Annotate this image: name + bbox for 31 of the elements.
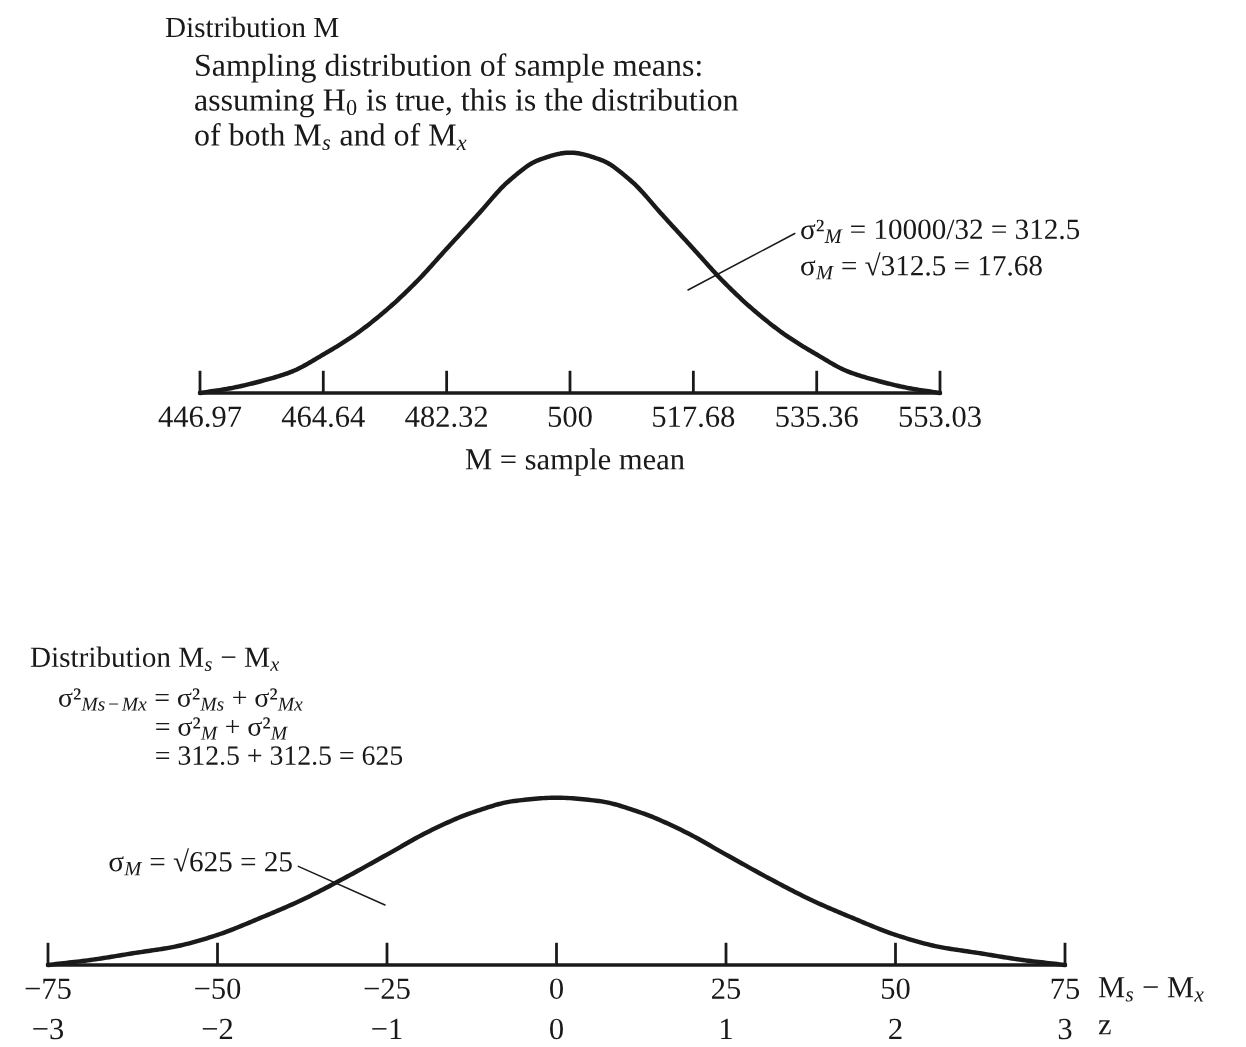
text: Sampling distribution of sample means: assuming H$_{0}$ is true, this is the distribution of both M$_{s}$ and of M$_{x}$ [195,53,739,151]
annotation: σ$_{M}$ = √625 = 25 [109,848,292,876]
x2-tick-label: 3 [1058,1018,1072,1040]
x2-tick-label: −3 [33,1018,64,1040]
chart-title: Distribution M [165,16,339,38]
x2-tick-label: −2 [202,1018,233,1039]
x-tick-label: 535.36 [776,406,858,428]
text: σ²$_{Ms−Mx}$ = σ²$_{Ms}$ + σ²$_{Mx}$ = σ²$_{M}$ + σ²$_{M}$ = 312.5 + 312.5 = 625 [59,688,403,766]
x-tick-label: 500 [548,406,592,427]
x-tick-label: 25 [712,978,741,999]
x-tick-label: 0 [550,978,563,999]
chart-title: Distribution M$_{s}$ − M$_{x}$ [30,646,280,672]
x-axis-title: M = sample mean [465,448,685,476]
x-tick-label: −75 [25,978,71,999]
x2-tick-label: 0 [550,1018,563,1040]
x-tick-label: 446.97 [158,406,242,428]
x2-tick-label: 2 [889,1018,902,1039]
x2-tick-label: −1 [372,1018,402,1039]
annotation: σ$_{M}$ = √312.5 = 17.68 [801,252,1042,280]
x-tick-label: −50 [195,978,241,999]
x2-tick-label: 1 [721,1018,732,1039]
x-tick-label: 482.32 [405,406,487,428]
x-tick-label: 553.03 [899,406,981,428]
x-tick-label: −25 [364,978,410,999]
x-tick-label: 50 [882,978,910,999]
x-axis-title: M$_{s}$ − M$_{x}$ [1098,977,1204,1002]
x-tick-label: 517.68 [653,406,735,428]
x2-axis-title: z [1098,1020,1111,1035]
x-tick-label: 464.64 [281,406,365,428]
annotation: σ²$_{M}$ = 10000/32 = 312.5 [801,219,1080,243]
x-tick-label: 75 [1051,978,1080,999]
